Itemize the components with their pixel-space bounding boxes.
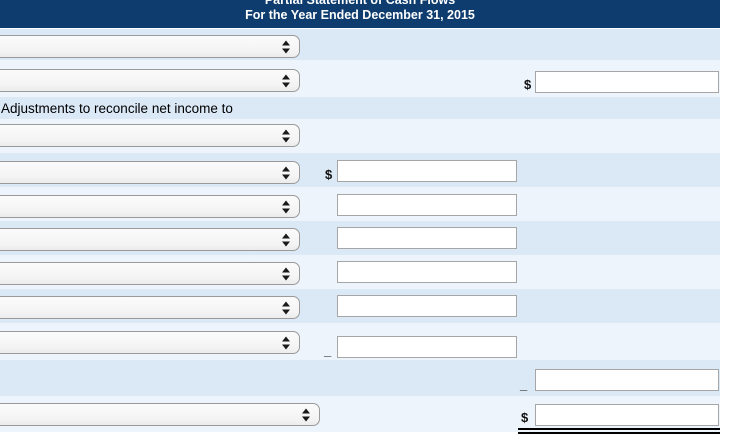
currency-symbol: $ (521, 410, 529, 425)
statement-header-text: Partial Statement of Cash Flows For the … (0, 0, 720, 23)
dropdown-arrows-icon (282, 74, 290, 87)
dropdown-arrows-icon (282, 40, 290, 53)
adjustment-amount-input-5[interactable] (337, 295, 517, 317)
adjustment-item-select-2[interactable] (0, 195, 300, 218)
statement-title: Partial Statement of Cash Flows (264, 0, 456, 7)
adjustment-amount-input-1[interactable] (337, 160, 517, 182)
adjustment-item-select-1[interactable] (0, 161, 300, 184)
currency-symbol: $ (524, 77, 532, 92)
statement-period: For the Year Ended December 31, 2015 (245, 8, 475, 22)
adjustment-item-select-5[interactable] (0, 296, 300, 319)
dropdown-arrows-icon (282, 301, 290, 314)
adjustment-amount-input-4[interactable] (337, 261, 517, 283)
dropdown-arrows-icon (282, 129, 290, 142)
dropdown-arrows-icon (282, 267, 290, 280)
currency-symbol: $ (325, 167, 333, 182)
dropdown-arrows-icon (282, 336, 290, 349)
adjustment-target-select[interactable] (0, 124, 300, 147)
activity-section-select[interactable] (0, 35, 300, 58)
dropdown-arrows-icon (282, 233, 290, 246)
adjustment-item-select-6[interactable] (0, 331, 300, 354)
adjustment-item-select-3[interactable] (0, 228, 300, 251)
single-underline-marker: _ (520, 377, 528, 392)
net-income-select[interactable] (0, 69, 300, 92)
total-adjustments-input[interactable] (535, 369, 719, 391)
net-income-amount-input[interactable] (535, 71, 719, 93)
adjustment-amount-input-3[interactable] (337, 227, 517, 249)
adjustment-item-select-4[interactable] (0, 262, 300, 285)
adjustment-amount-input-6[interactable] (337, 336, 517, 358)
statement-header: Partial Statement of Cash Flows For the … (0, 0, 720, 28)
dropdown-arrows-icon (282, 200, 290, 213)
dropdown-arrows-icon (302, 408, 310, 421)
net-cash-amount-input[interactable] (535, 404, 719, 426)
dropdown-arrows-icon (282, 166, 290, 179)
double-underline (518, 428, 720, 434)
single-underline-marker: _ (324, 343, 332, 358)
adjustments-label: Adjustments to reconcile net income to (1, 101, 233, 116)
net-cash-select[interactable] (0, 403, 320, 426)
adjustment-amount-input-2[interactable] (337, 194, 517, 216)
row-band-3 (0, 97, 720, 119)
